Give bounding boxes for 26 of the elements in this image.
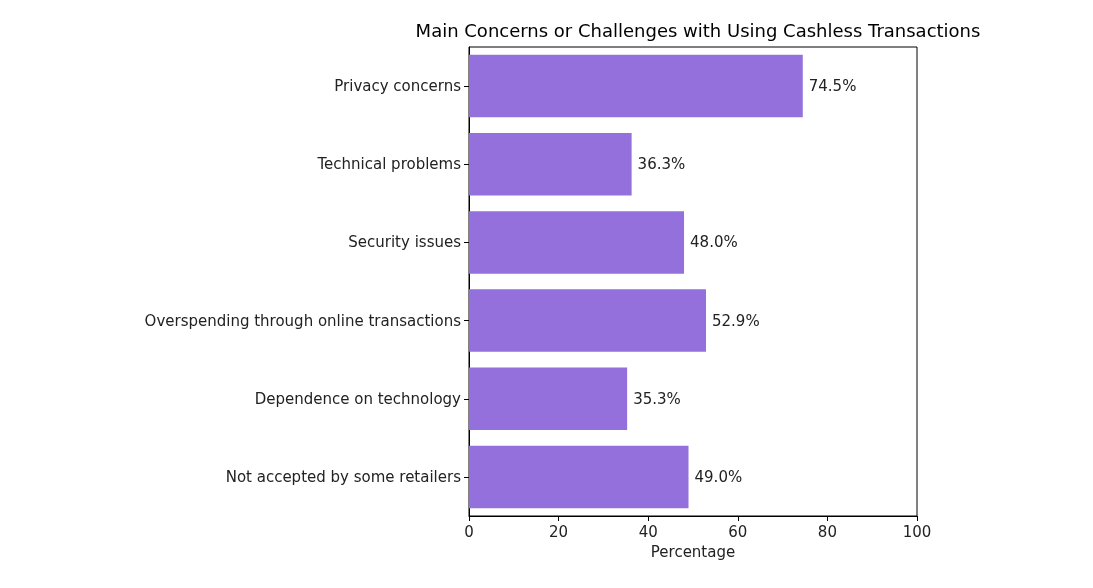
bar: [469, 54, 803, 118]
bar: [469, 445, 689, 509]
data-label: 35.3%: [633, 389, 681, 408]
y-tick-label: Technical problems: [316, 155, 462, 174]
data-label: 52.9%: [711, 311, 760, 330]
y-tick-label: Dependence on technology: [254, 389, 462, 408]
y-tick-label: Security issues: [348, 233, 462, 252]
y-tick-label: Privacy concerns: [334, 77, 462, 96]
x-axis-title: Percentage: [650, 542, 736, 561]
bar: [469, 132, 632, 196]
data-label: 36.3%: [637, 155, 686, 174]
data-label: 48.0%: [690, 233, 738, 252]
bar: [469, 211, 685, 274]
y-tick-label: Overspending through online transactions: [144, 311, 462, 330]
chart-title: Main Concerns or Challenges with Using Cashless Transactions: [415, 19, 981, 41]
data-label: 74.5%: [808, 77, 857, 96]
y-tick-label: Not accepted by some retailers: [225, 467, 462, 486]
x-tick-label: 0: [464, 522, 474, 541]
x-tick-label: 60: [728, 522, 748, 541]
bar: [469, 367, 628, 431]
x-tick-label: 40: [638, 522, 658, 541]
x-tick-label: 20: [549, 522, 569, 541]
data-label: 49.0%: [694, 467, 743, 486]
bar: [469, 289, 706, 352]
x-tick-label: 100: [902, 522, 932, 541]
x-tick-label: 80: [817, 522, 837, 541]
